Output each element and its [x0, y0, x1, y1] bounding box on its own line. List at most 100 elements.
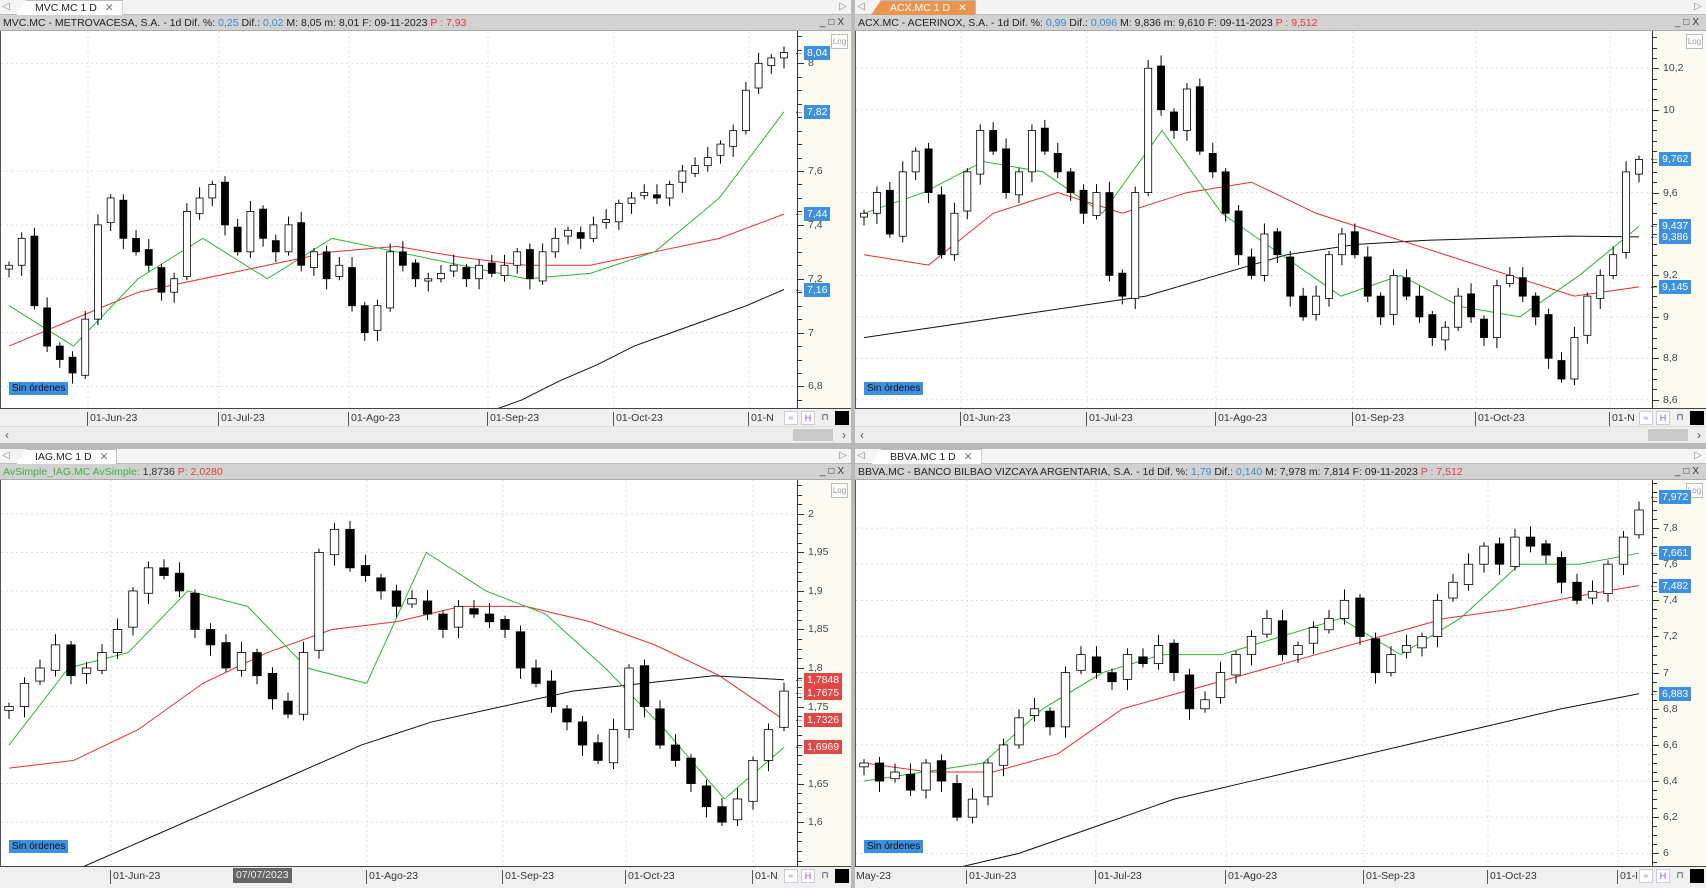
candle-down	[1138, 656, 1148, 665]
tab-scroll-right-icon[interactable]: ▷	[839, 450, 847, 461]
maximize-icon[interactable]: □	[828, 466, 838, 477]
color-swatch-button[interactable]	[835, 410, 849, 425]
candle-up	[208, 184, 217, 199]
color-swatch-button[interactable]	[1690, 868, 1704, 883]
candle-up	[195, 197, 204, 215]
candle-down	[132, 237, 140, 253]
save-icon[interactable]: H	[801, 868, 815, 883]
price-chart[interactable]: Sin órdenes	[0, 480, 798, 888]
horizontal-scrollbar[interactable]: ‹ ›	[0, 426, 851, 443]
close-icon[interactable]: X	[837, 17, 847, 28]
close-tab-icon[interactable]: ✕	[99, 451, 109, 463]
axis-tick	[798, 812, 802, 814]
minimize-icon[interactable]: _	[819, 466, 829, 477]
close-icon[interactable]: X	[1692, 466, 1702, 477]
tab-scroll-right-icon[interactable]: ▷	[1694, 450, 1702, 461]
chart-tab[interactable]: ACX.MC 1 D ✕	[871, 0, 976, 15]
candle-down	[1355, 597, 1365, 637]
price-chart[interactable]: Sin órdenes	[855, 480, 1653, 888]
price-tick-label: 7,4	[808, 218, 823, 231]
tab-scroll-left-icon[interactable]: ◁	[2, 450, 10, 461]
axis-tick	[798, 677, 802, 679]
price-chart[interactable]: Sin órdenes	[0, 31, 798, 443]
arrow-left-icon: ←	[794, 105, 804, 117]
axis-tick	[798, 130, 802, 132]
pin-icon[interactable]: ⊓	[821, 411, 829, 422]
scroll-right-icon[interactable]: ›	[1697, 428, 1701, 442]
price-marker-value: 1,7848	[807, 673, 840, 686]
horizontal-scrollbar[interactable]: ‹ ›	[855, 426, 1706, 443]
scroll-left-icon[interactable]: ‹	[5, 428, 9, 442]
candle-down	[717, 806, 727, 823]
maximize-icon[interactable]: □	[1683, 466, 1693, 477]
price-marker-tag: ← 1,7848	[794, 672, 843, 687]
chart-tab[interactable]: MVC.MC 1 D ✕	[16, 0, 123, 15]
log-scale-button[interactable]: Log	[831, 34, 848, 49]
close-tab-icon[interactable]: ✕	[104, 2, 114, 14]
close-icon[interactable]: X	[1692, 17, 1702, 28]
price-axis[interactable]: Log 1,6 1,65 1,75 1,8 1,85 1,9 1,95 2 ← 1,7848 ← 1,7…	[794, 480, 851, 866]
price-marker-value: 9,762	[1662, 153, 1689, 165]
pin-icon[interactable]: ⊓	[821, 869, 829, 880]
price-tick-label: 8	[808, 57, 814, 70]
date-axis[interactable]: 01-Jun-23 01-Ago-23 01-Sep-23 01-Oct-23 01-N…	[0, 866, 851, 884]
axis-tick	[798, 211, 802, 213]
scrollbar-thumb[interactable]	[793, 429, 833, 441]
close-icon[interactable]: X	[837, 466, 847, 477]
save-icon[interactable]: H	[1656, 868, 1670, 883]
axis-tick	[1653, 244, 1657, 246]
chart-tab[interactable]: BBVA.MC 1 D ✕	[871, 449, 982, 464]
indicator-icon[interactable]: ≈	[1639, 410, 1653, 425]
save-icon[interactable]: H	[1656, 410, 1670, 425]
tab-scroll-right-icon[interactable]: ▷	[839, 1, 847, 12]
candle-up	[1635, 159, 1643, 175]
chart-tab[interactable]: IAG.MC 1 D ✕	[16, 449, 118, 464]
price-axis[interactable]: Log 6 6,2 6,4 6,6 6,8 7 7,2 7,4 7,6 7,8 ← 7,972 ← 7,66…	[1649, 480, 1706, 866]
tab-scroll-right-icon[interactable]: ▷	[1694, 1, 1702, 12]
candle-up	[310, 251, 318, 268]
candle-down	[1350, 231, 1359, 256]
date-tick-label: 01-Jun-23	[960, 412, 1010, 426]
tab-scroll-left-icon[interactable]: ◁	[857, 450, 865, 461]
header-segment: Dif.:	[1211, 466, 1236, 478]
maximize-icon[interactable]: □	[1683, 17, 1693, 28]
minimize-icon[interactable]: _	[1674, 17, 1684, 28]
arrow-left-icon: ←	[794, 46, 804, 58]
date-axis[interactable]: 01-Jun-23 01-Jul-23 01-Ago-23 01-Sep-23 01-O…	[855, 408, 1706, 426]
minimize-icon[interactable]: _	[819, 17, 829, 28]
candle-down	[345, 528, 355, 569]
pin-icon[interactable]: ⊓	[1676, 869, 1684, 880]
scroll-right-icon[interactable]: ›	[842, 428, 846, 442]
candle-up	[589, 224, 598, 239]
close-tab-icon[interactable]: ✕	[963, 451, 973, 463]
pin-icon[interactable]: ⊓	[1676, 411, 1684, 422]
minimize-icon[interactable]: _	[1674, 466, 1684, 477]
tab-scroll-left-icon[interactable]: ◁	[2, 1, 10, 12]
indicator-icon[interactable]: ≈	[784, 868, 798, 883]
candle-down	[43, 307, 52, 347]
log-scale-button[interactable]: Log	[831, 483, 848, 498]
color-swatch-button[interactable]	[1690, 410, 1704, 425]
maximize-icon[interactable]: □	[828, 17, 838, 28]
price-axis[interactable]: Log 6,8 7 7,2 7,4 7,6 8 ← 8,04 ← 7,82 ← 7,44 ← 7,16	[794, 31, 851, 408]
axis-tick	[1653, 663, 1657, 665]
indicator-icon[interactable]: ≈	[784, 410, 798, 425]
indicator-icon[interactable]: ≈	[1639, 868, 1653, 883]
axis-tick	[1653, 171, 1657, 173]
candle-up	[513, 251, 522, 266]
close-tab-icon[interactable]: ✕	[958, 2, 967, 14]
date-axis[interactable]: 01-Jun-23 01-Jul-23 01-Ago-23 01-Sep-23 01-O…	[0, 408, 851, 426]
scroll-left-icon[interactable]: ‹	[860, 428, 864, 442]
price-axis[interactable]: Log 8,6 8,8 9 9,2 9,6 10 10,2 ← 9,762 ← 9,437 ← 9,386…	[1649, 31, 1706, 408]
log-scale-button[interactable]: Log	[1686, 34, 1703, 49]
date-axis[interactable]: May-23 01-Jun-23 01-Jul-23 01-Ago-23 01-Sep-…	[855, 866, 1706, 884]
axis-tick	[1653, 564, 1659, 566]
candle-down	[531, 667, 541, 684]
candle-down	[1091, 656, 1102, 674]
color-swatch-button[interactable]	[835, 868, 849, 883]
save-icon[interactable]: H	[801, 410, 815, 425]
scrollbar-thumb[interactable]	[1648, 429, 1688, 441]
price-chart[interactable]: Sin órdenes	[855, 31, 1653, 408]
tab-scroll-left-icon[interactable]: ◁	[857, 1, 865, 12]
header-segment: ACX.MC - ACERINOX, S.A. - 1d Dif. %:	[858, 17, 1046, 29]
